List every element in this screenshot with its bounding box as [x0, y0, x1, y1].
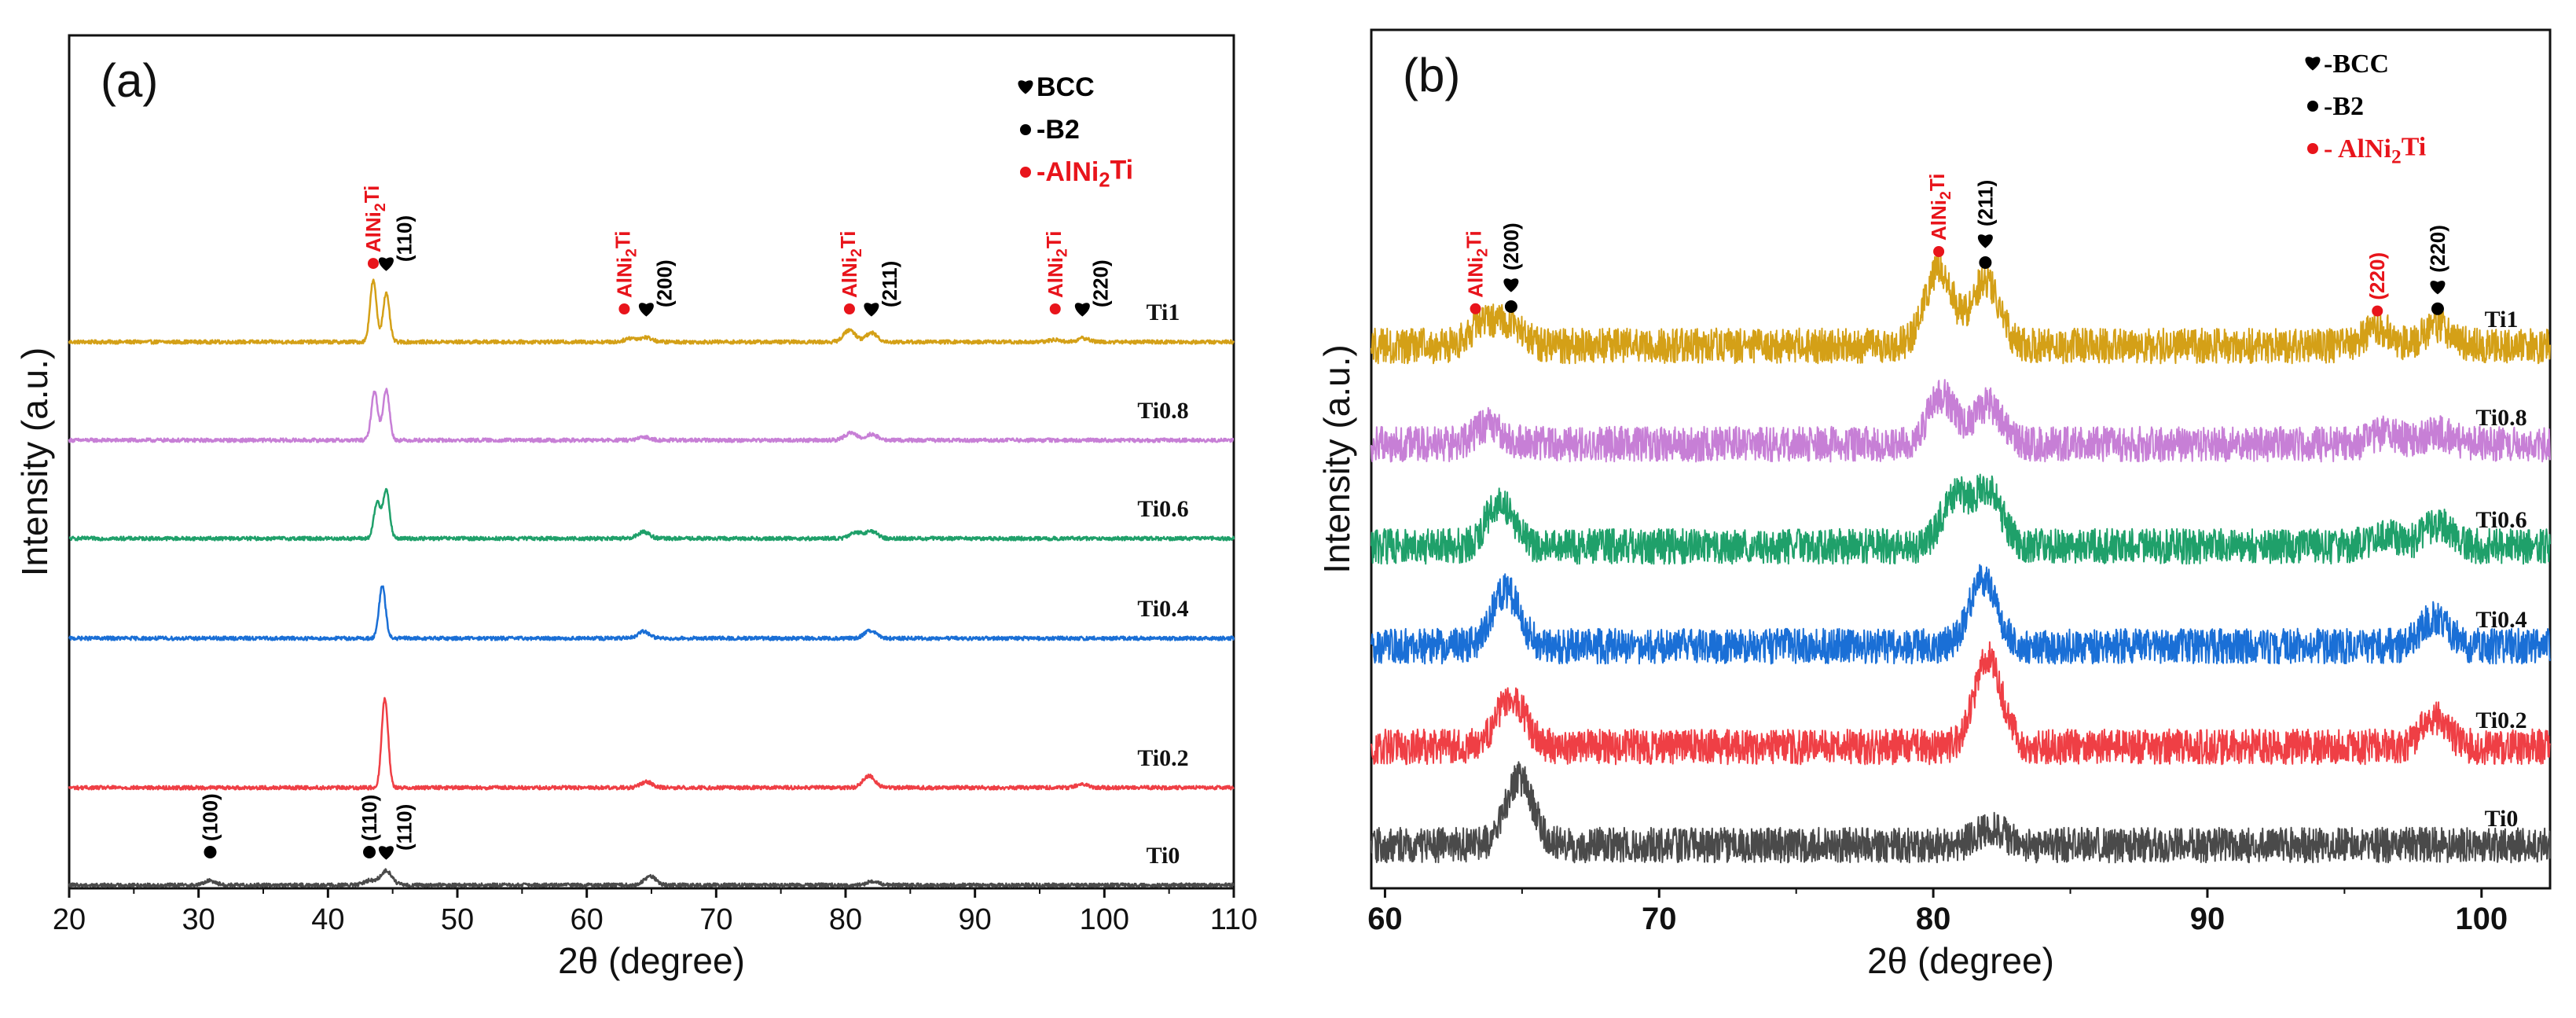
legend-text: - AlNi2Ti — [2324, 132, 2426, 167]
x-tick-label: 100 — [2455, 902, 2508, 936]
x-tick-label: 50 — [441, 903, 474, 936]
legend-heart-icon — [1018, 80, 1033, 94]
x-tick-label: 80 — [829, 903, 862, 936]
legend-dot-icon — [1020, 167, 1031, 178]
series-line-Ti0.6 — [1371, 473, 2551, 565]
series-line-Ti0.2 — [68, 696, 1235, 791]
annotation-dot-b2 — [204, 846, 217, 858]
series-line-Ti0 — [68, 868, 1235, 888]
series-label-Ti0.8: Ti0.8 — [1137, 398, 1188, 424]
x-tick-label: 90 — [2190, 902, 2226, 936]
x-tick-label: 70 — [699, 903, 732, 936]
annotation-dot-b2 — [2431, 302, 2444, 315]
annotation-dot-alni2ti — [1933, 246, 1945, 257]
x-tick-label: 30 — [182, 903, 215, 936]
x-tick-label: 80 — [1916, 902, 1951, 936]
series-label-Ti0.6: Ti0.6 — [1137, 496, 1188, 522]
annotation-dot-alni2ti — [843, 303, 855, 314]
series-label-Ti0.2: Ti0.2 — [2475, 707, 2526, 733]
panel-label: (a) — [101, 54, 158, 107]
legend-text: -BCC — [2324, 50, 2389, 79]
x-tick-label: 60 — [1367, 902, 1403, 936]
annotation-label: AlNi2Ti — [360, 186, 389, 253]
annotation-label: (100) — [198, 793, 222, 841]
x-tick-label: 90 — [959, 903, 992, 936]
series-label-Ti0.4: Ti0.4 — [2475, 607, 2526, 633]
series-line-Ti0.6 — [68, 487, 1235, 542]
annotation-label: (200) — [652, 259, 676, 307]
annotation-label: (200) — [1499, 222, 1523, 270]
annotation-heart-bcc — [378, 257, 394, 271]
annotation-label: (220) — [2426, 225, 2449, 273]
x-tick-label: 20 — [53, 903, 86, 936]
annotation-heart-bcc — [864, 303, 879, 317]
series-line-Ti1 — [68, 278, 1235, 345]
annotation-label: AlNi2Ti — [1925, 174, 1954, 241]
x-tick-label: 110 — [1210, 903, 1258, 936]
series-label-Ti0: Ti0 — [2485, 806, 2519, 832]
annotation-heart-bcc — [1074, 303, 1090, 317]
x-tick-label: 100 — [1080, 903, 1129, 936]
annotation-heart-bcc — [378, 846, 394, 860]
legend-text: BCC — [1037, 72, 1095, 102]
annotation-dot-alni2ti — [367, 258, 379, 270]
y-axis-label: Intensity (a.u.) — [14, 347, 55, 576]
annotation-dot-b2 — [1504, 300, 1517, 313]
series-line-Ti0.8 — [1371, 379, 2551, 463]
legend-text: -B2 — [2324, 92, 2364, 121]
x-tick-label: 40 — [311, 903, 344, 936]
y-axis-label: Intensity (a.u.) — [1316, 344, 1357, 573]
annotation-dot-alni2ti — [1049, 303, 1061, 314]
legend-dot-icon — [2307, 143, 2318, 154]
annotation-label: (220) — [2365, 252, 2389, 300]
annotation-heart-bcc — [638, 303, 654, 317]
annotation-dot-b2 — [1979, 256, 1992, 269]
annotation-heart-bcc — [1503, 278, 1519, 292]
series-label-Ti1: Ti1 — [1147, 300, 1180, 325]
legend-dot-icon — [2307, 101, 2318, 112]
annotation-heart-bcc — [1977, 234, 1993, 248]
series-label-Ti0: Ti0 — [1147, 843, 1180, 869]
legend-dot-icon — [1020, 124, 1031, 135]
series-line-Ti0 — [1371, 761, 2551, 864]
series-label-Ti0.4: Ti0.4 — [1137, 596, 1188, 622]
series-line-Ti1 — [1371, 252, 2551, 365]
panel-a: 20 30 40 50 60 70 80 90 100 110 2θ (degree) Intensi… — [14, 34, 1258, 981]
annotation-label: (220) — [1088, 259, 1112, 307]
legend-text: -B2 — [1037, 115, 1080, 145]
series-label-Ti0.6: Ti0.6 — [2475, 507, 2526, 533]
x-axis-label: 2θ (degree) — [1867, 940, 2054, 981]
x-axis-label: 2θ (degree) — [558, 940, 745, 981]
legend-text: -AlNi2Ti — [1037, 155, 1133, 191]
annotation-label: (211) — [878, 261, 901, 307]
annotation-label: (110) — [358, 795, 381, 841]
panel-label: (b) — [1403, 49, 1460, 101]
annotation-label: (110) — [392, 804, 416, 851]
series-line-Ti0.4 — [68, 585, 1235, 641]
series-line-Ti0.8 — [68, 388, 1235, 443]
annotation-dot-b2 — [363, 846, 376, 858]
annotation-dot-alni2ti — [2372, 305, 2383, 317]
legend-heart-icon — [2305, 57, 2321, 71]
annotation-label: AlNi2Ti — [611, 231, 640, 299]
annotation-label: AlNi2Ti — [836, 231, 865, 299]
annotation-label: AlNi2Ti — [1462, 230, 1492, 298]
series-label-Ti1: Ti1 — [2485, 307, 2519, 333]
series-line-Ti0.2 — [1371, 641, 2551, 766]
series-label-Ti0.2: Ti0.2 — [1137, 745, 1188, 771]
x-tick-label: 70 — [1642, 902, 1677, 936]
annotation-heart-bcc — [2430, 281, 2446, 295]
x-tick-label: 60 — [571, 903, 604, 936]
annotation-label: (110) — [392, 215, 416, 262]
panel-b: 60 70 80 90 100 2θ (degree) Intensity (a.u.) (b… — [1316, 28, 2552, 981]
annotation-label: (211) — [1973, 180, 1997, 226]
series-label-Ti0.8: Ti0.8 — [2475, 405, 2526, 431]
annotation-dot-alni2ti — [618, 303, 630, 314]
annotation-dot-alni2ti — [1470, 303, 1481, 314]
series-line-Ti0.4 — [1371, 564, 2551, 665]
annotation-label: AlNi2Ti — [1042, 231, 1071, 299]
